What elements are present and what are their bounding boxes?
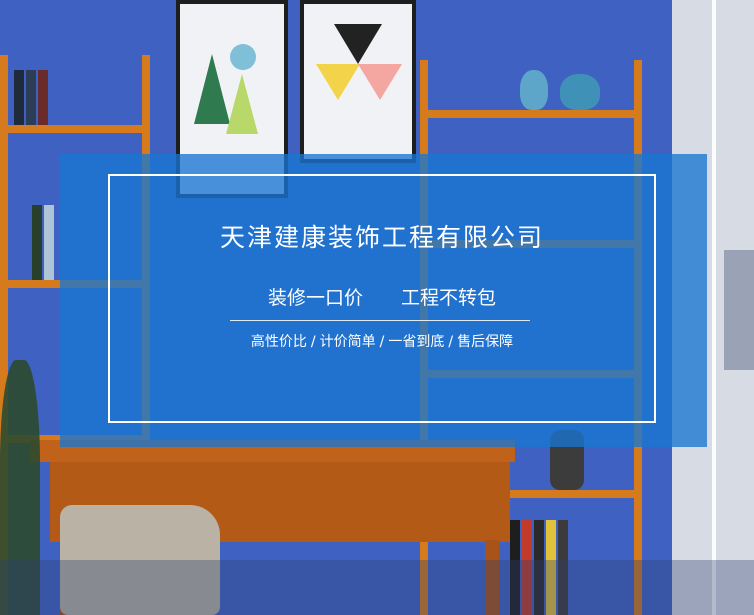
poster-geometric (300, 0, 416, 163)
slogan-row: 装修一口价 工程不转包 (108, 283, 656, 310)
feature-item: 售后保障 (457, 334, 514, 350)
city-view (724, 250, 754, 370)
feature-separator: / (310, 334, 316, 350)
banner-overlay (60, 154, 707, 447)
company-name: 天津建康装饰工程有限公司 (219, 223, 544, 252)
chair (60, 505, 220, 615)
feature-separator: / (448, 334, 454, 350)
banner-frame (108, 174, 656, 423)
feature-item: 一省到底 (388, 334, 445, 350)
feature-separator: / (379, 334, 385, 350)
floor-shadow (0, 560, 754, 615)
divider-line (230, 320, 530, 321)
slogan-no-subcontract: 工程不转包 (401, 287, 497, 309)
feature-item: 计价简单 (319, 334, 376, 350)
feature-list: 高性价比 / 计价简单 / 一省到底 / 售后保障 (108, 331, 656, 351)
slogan-fixed-price: 装修一口价 (267, 287, 363, 309)
plant (0, 360, 40, 615)
feature-item: 高性价比 (250, 334, 307, 350)
window-frame (712, 0, 716, 615)
